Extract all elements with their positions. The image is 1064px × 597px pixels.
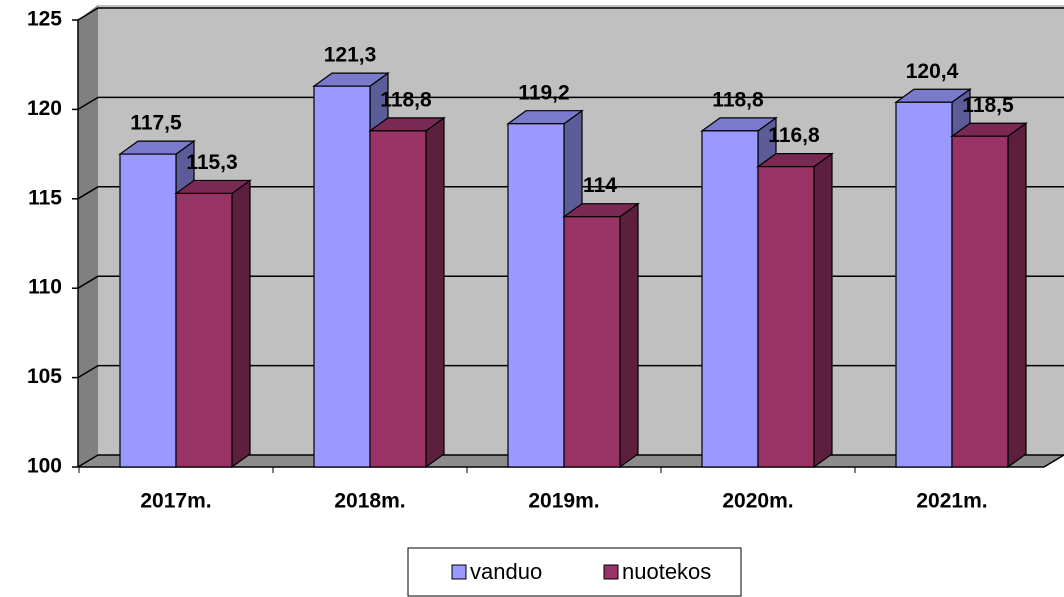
grid-line	[77, 275, 99, 289]
y-tick-label: 100	[27, 455, 62, 478]
y-tick-label: 110	[28, 276, 62, 299]
value-label: 118,8	[712, 88, 764, 111]
grid-line	[77, 454, 99, 468]
legend-swatch	[451, 564, 467, 580]
legend-text: nuotekos	[622, 559, 711, 584]
bar	[313, 85, 371, 468]
x-tick-label: 2018m.	[334, 490, 405, 513]
bar-side	[1007, 122, 1027, 469]
bar	[951, 135, 1009, 468]
grid-line	[77, 364, 99, 379]
y-tick-label: 115	[28, 186, 62, 209]
value-label: 115,3	[186, 151, 237, 174]
grid-line	[77, 186, 99, 200]
bar-side	[425, 116, 445, 469]
value-label: 119,2	[518, 81, 569, 104]
x-axis-depth	[1043, 454, 1064, 468]
bar	[895, 101, 953, 468]
bar	[757, 166, 815, 468]
value-label: 114	[583, 174, 617, 197]
grid-line	[77, 7, 99, 21]
value-label: 120,4	[906, 60, 959, 83]
x-tick-label: 2017m.	[140, 490, 211, 513]
bar	[507, 123, 565, 468]
bar-side	[619, 202, 639, 469]
legend-swatch	[603, 564, 619, 580]
x-tick-label: 2019m.	[528, 490, 599, 513]
value-label: 116,8	[768, 124, 820, 147]
y-tick-label: 105	[27, 365, 62, 388]
y-tick-label: 120	[27, 97, 62, 120]
value-label: 121,3	[324, 44, 377, 67]
side-wall	[78, 5, 98, 467]
x-tick-label: 2021m.	[916, 490, 987, 513]
bar	[119, 153, 177, 468]
value-label: 118,5	[962, 94, 1014, 117]
value-label: 117,5	[130, 112, 182, 135]
value-label: 118,8	[380, 88, 432, 111]
bar	[175, 192, 233, 468]
x-tick-label: 2020m.	[722, 490, 793, 513]
bar-side	[813, 152, 833, 469]
grid-line	[77, 96, 99, 111]
bar-side	[231, 179, 251, 469]
legend-text: vanduo	[470, 559, 542, 584]
y-tick-label: 125	[27, 8, 62, 31]
bar	[563, 216, 621, 468]
bar	[701, 130, 759, 468]
bar	[369, 130, 427, 468]
